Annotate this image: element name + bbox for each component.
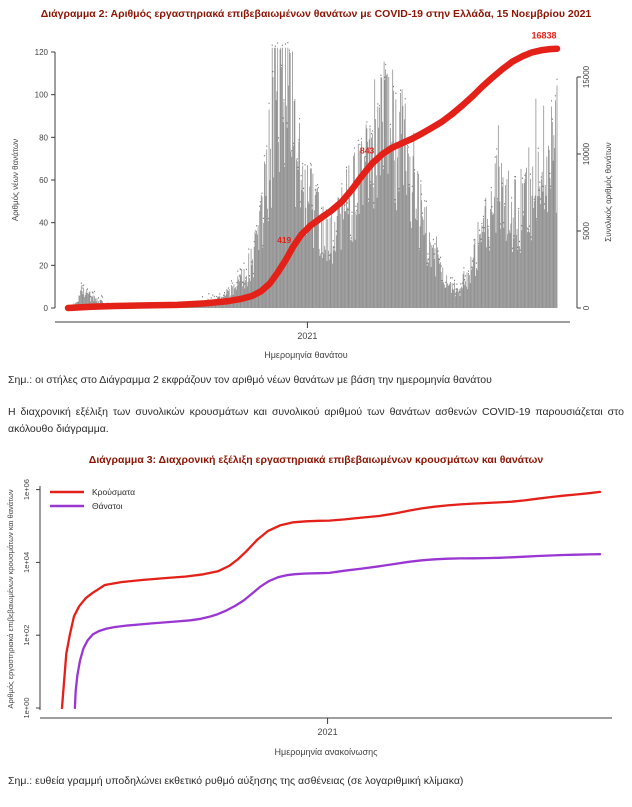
svg-text:80: 80 [39,133,48,142]
chart2-annotation: 843 [360,146,374,156]
chart2-x-axis [55,321,570,328]
chart3-series-deaths [73,553,602,710]
chart2-cumulative-line [64,45,561,312]
chart2-xlabel: Ημερομηνία θανάτου [264,350,348,360]
svg-text:0: 0 [582,305,591,310]
chart3-x-axis [40,717,612,724]
chart2: 0 20 40 60 80 100 120 Αριθμός νέων θανάτων 0 5000… [11,31,613,360]
chart2-footnote: Σημ.: οι στήλες στο Διάγραμμα 2 εκφράζου… [8,374,492,386]
svg-text:60: 60 [39,176,48,185]
svg-text:100: 100 [35,91,49,100]
svg-text:1e+06: 1e+06 [22,479,31,500]
svg-text:1e+04: 1e+04 [22,552,31,573]
chart3: 1e+00 1e+02 1e+04 1e+06 Αριθμός εργαστηριακά… [6,479,612,757]
chart3-y-axis [36,486,41,710]
svg-text:20: 20 [39,261,48,270]
chart2-ylabel-right: Συνολικός αριθμός θανάτων [604,142,613,241]
chart3-title: Διάγραμμα 3: Διαχρονική εξέλιξη εργαστηρ… [88,454,544,466]
legend-label: Θάνατοι [92,501,123,511]
svg-text:5000: 5000 [582,222,591,240]
chart2-ylabel-left: Αριθμός νέων θανάτων [11,139,20,221]
chart2-title: Διάγραμμα 2: Αριθμός εργαστηριακά επιβεβ… [40,8,592,20]
svg-text:1e+02: 1e+02 [22,625,31,646]
chart3-legend: Κρούσματα Θάνατοι [50,487,135,511]
svg-text:2021: 2021 [297,331,317,341]
chart2-right-axis [576,76,581,309]
svg-text:10000: 10000 [582,142,591,165]
chart3-xlabel: Ημερομηνία ανακοίνωσης [275,747,379,757]
svg-text:2021: 2021 [318,727,338,737]
chart2-end-label: 16838 [531,31,556,41]
svg-text:120: 120 [35,48,49,57]
svg-text:40: 40 [39,219,48,228]
chart2-left-axis [51,51,56,309]
body-paragraph: Η διαχρονική εξέλιξη των συνολικών κρουσ… [8,406,624,435]
svg-text:0: 0 [44,304,49,313]
svg-text:15000: 15000 [582,65,591,88]
chart3-series-cases [60,490,602,710]
legend-label: Κρούσματα [92,487,135,497]
chart3-footnote: Σημ.: ευθεία γραμμή υποδηλώνει εκθετικό … [8,775,464,787]
chart3-ylabel: Αριθμός εργαστηριακά επιβεβαιωμένων κρου… [6,489,15,708]
svg-text:1e+00: 1e+00 [22,697,31,718]
chart2-annotation: 419 [277,235,291,245]
